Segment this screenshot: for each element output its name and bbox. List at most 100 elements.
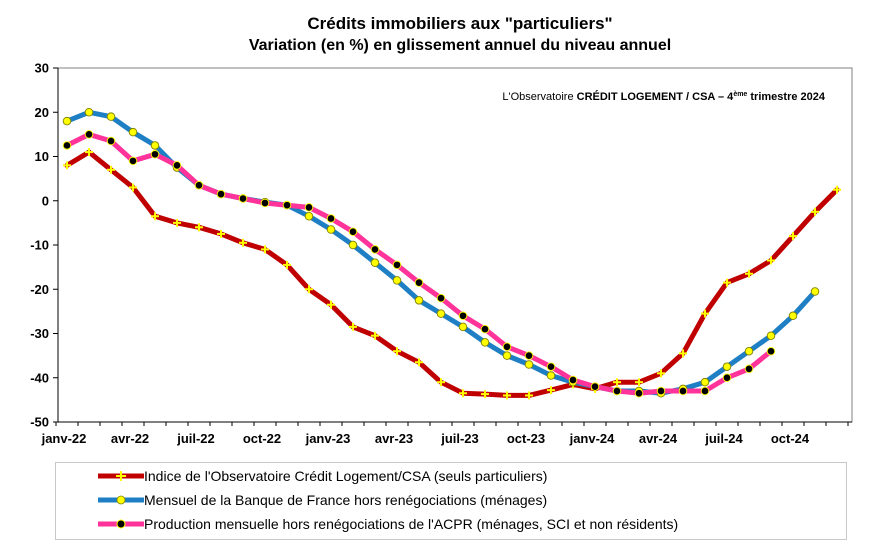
x-axis: janv-22 avr-22 juil-22 oct-22 janv-23 avr-23 j… xyxy=(41,421,852,446)
data-point xyxy=(348,227,358,236)
y-tick-label: 20 xyxy=(35,105,49,120)
data-point xyxy=(723,278,731,287)
y-tick-label: 30 xyxy=(35,61,49,76)
x-tick-label: juil-23 xyxy=(440,431,479,446)
data-point xyxy=(480,338,490,347)
data-point xyxy=(524,360,534,369)
data-point xyxy=(810,287,820,296)
data-point xyxy=(546,362,556,371)
data-point xyxy=(788,311,798,321)
data-point xyxy=(370,258,380,267)
data-point xyxy=(172,161,182,170)
data-point xyxy=(392,260,402,270)
data-point xyxy=(635,378,643,387)
data-point xyxy=(283,260,291,269)
data-point xyxy=(502,342,512,352)
data-point xyxy=(568,375,578,385)
data-point xyxy=(217,229,225,238)
data-point xyxy=(744,364,754,374)
data-point xyxy=(414,296,424,305)
data-point xyxy=(216,189,226,199)
data-point xyxy=(349,322,357,331)
data-point xyxy=(436,293,446,303)
data-point xyxy=(348,240,358,250)
data-point xyxy=(304,211,314,221)
legend: Indice de l'Observatoire Crédit Logement… xyxy=(55,462,847,540)
data-point xyxy=(503,391,511,400)
data-point xyxy=(767,256,775,265)
data-point xyxy=(194,181,204,190)
x-tick-label: juil-24 xyxy=(704,431,743,446)
x-tick-label: oct-23 xyxy=(507,431,545,446)
data-point xyxy=(789,232,797,241)
data-point xyxy=(590,382,600,391)
data-point xyxy=(766,331,776,340)
data-point xyxy=(85,148,93,157)
data-point xyxy=(260,198,270,208)
data-point xyxy=(612,386,622,396)
data-point xyxy=(458,322,468,332)
data-point xyxy=(150,141,160,150)
x-tick-label: janv-23 xyxy=(305,431,351,446)
legend-swatch-banque-de-france xyxy=(98,495,144,505)
data-point xyxy=(722,373,732,383)
data-point xyxy=(327,300,335,309)
data-point xyxy=(700,386,710,396)
plot-border xyxy=(57,67,853,423)
data-point xyxy=(239,238,247,247)
data-point xyxy=(107,165,115,174)
legend-label-credit-logement: Indice de l'Observatoire Crédit Logement… xyxy=(144,468,548,484)
x-tick-label: juil-22 xyxy=(176,431,215,446)
data-point xyxy=(305,285,313,294)
data-point xyxy=(195,223,203,232)
data-point xyxy=(502,351,512,360)
data-point xyxy=(392,276,402,285)
data-point xyxy=(84,107,94,117)
x-tick-label: oct-22 xyxy=(243,431,281,446)
data-point xyxy=(84,130,94,139)
x-tick-label: janv-22 xyxy=(41,431,87,446)
data-point xyxy=(173,218,181,227)
data-point xyxy=(437,378,445,387)
x-tick-label: avr-24 xyxy=(639,431,678,446)
legend-label-banque-de-france: Mensuel de la Banque de France hors rené… xyxy=(144,492,548,508)
data-point xyxy=(414,278,424,287)
data-point xyxy=(634,388,644,398)
data-point xyxy=(371,331,379,340)
data-point xyxy=(150,150,160,159)
series-2 xyxy=(62,130,776,398)
legend-swatch-credit-logement xyxy=(98,471,144,481)
data-point xyxy=(656,386,666,396)
chart-title: Crédits immobiliers aux "particuliers" xyxy=(307,14,612,33)
series-line-2 xyxy=(64,131,774,396)
data-point xyxy=(700,377,710,387)
data-point xyxy=(326,214,336,223)
legend-item-banque-de-france: Mensuel de la Banque de France hors rené… xyxy=(96,489,547,511)
series-layer xyxy=(62,107,841,400)
data-point xyxy=(62,116,72,126)
legend-swatch-acpr xyxy=(98,519,144,529)
data-point xyxy=(261,245,269,254)
data-point xyxy=(766,346,776,356)
data-point xyxy=(459,389,467,398)
data-point xyxy=(128,127,138,137)
data-point xyxy=(525,391,533,400)
series-line-0 xyxy=(64,149,840,398)
data-point xyxy=(657,369,665,378)
data-point xyxy=(458,311,468,321)
chart-subtitle: Variation (en %) en glissement annuel du… xyxy=(249,37,671,54)
x-tick-label: oct-24 xyxy=(771,431,810,446)
data-point xyxy=(393,347,401,356)
legend-item-credit-logement: Indice de l'Observatoire Crédit Logement… xyxy=(96,465,547,487)
data-point xyxy=(238,194,248,203)
source-annotation: L'Observatoire CRÉDIT LOGEMENT / CSA – 4… xyxy=(502,90,825,103)
data-point xyxy=(436,309,446,318)
data-point xyxy=(678,386,688,396)
x-tick-label: janv-24 xyxy=(569,431,616,446)
data-point xyxy=(480,324,490,334)
data-point xyxy=(415,358,423,367)
y-tick-label: -50 xyxy=(30,415,49,430)
data-point xyxy=(128,156,138,166)
data-point xyxy=(304,203,314,212)
